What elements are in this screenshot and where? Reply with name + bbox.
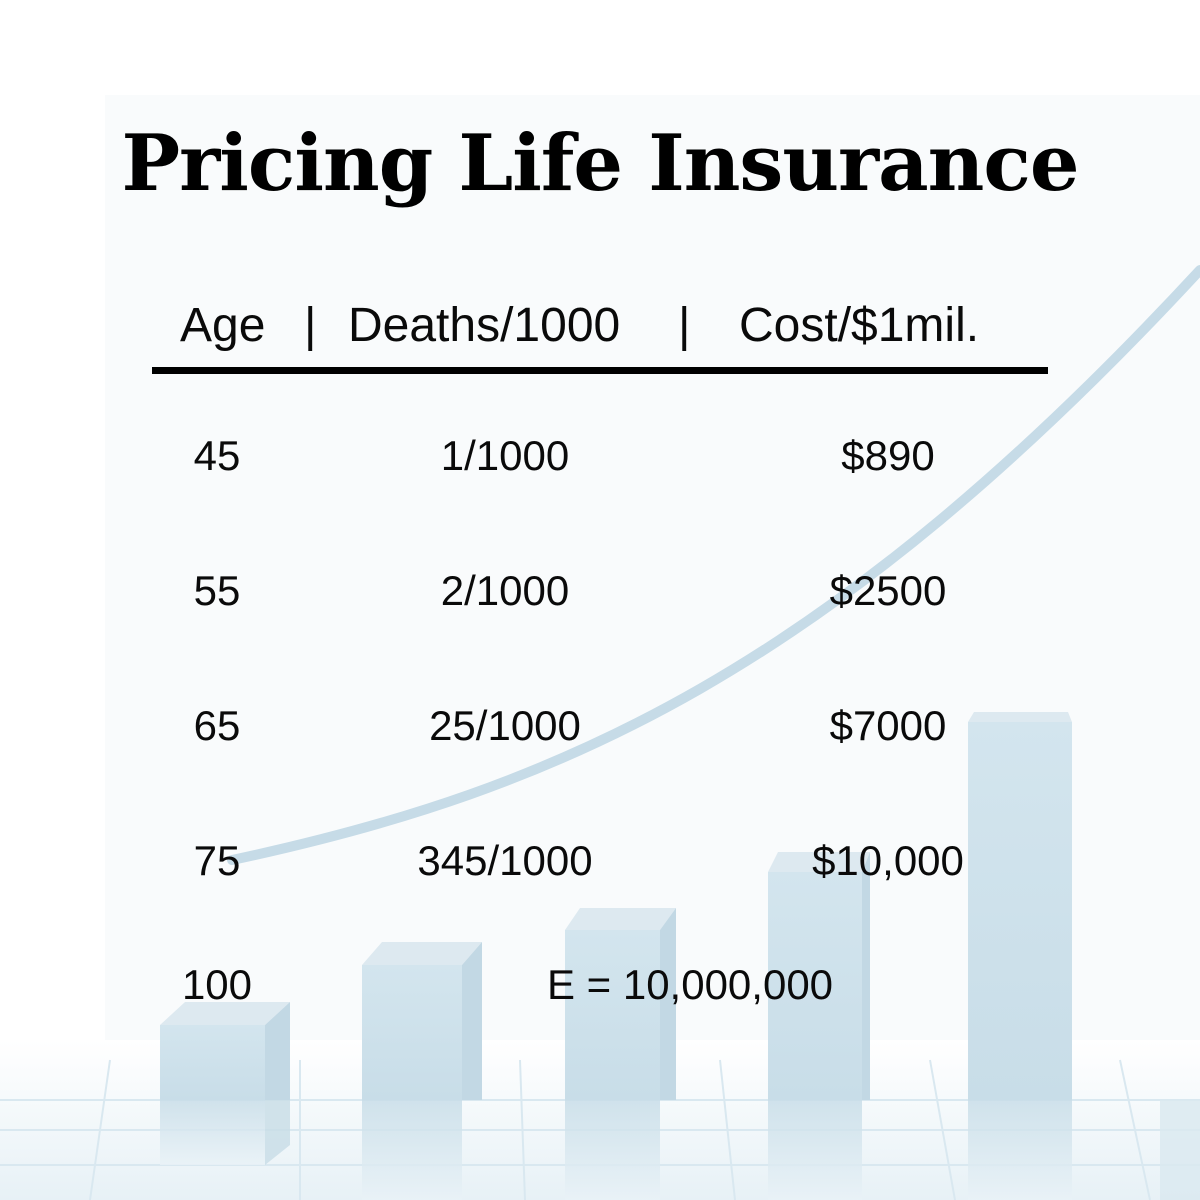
deaths-cell: 2/1000 (440, 567, 570, 614)
bar-1 (160, 1002, 290, 1165)
extrapolated-cost-cell: E = 10,000,000 (546, 961, 834, 1008)
bar-5 (968, 712, 1072, 1200)
age-cell: 65 (193, 702, 241, 749)
age-cell: 75 (193, 837, 241, 884)
page-title: Pricing Life Insurance (121, 118, 1080, 209)
age-cell: 100 (181, 961, 253, 1008)
header-separator: | (304, 299, 317, 352)
deaths-cell: 345/1000 (417, 837, 593, 884)
header-cost: Cost/$1mil. (739, 299, 980, 352)
deaths-cell: 25/1000 (429, 702, 581, 749)
header-divider (152, 367, 1048, 374)
cost-cell: $7000 (829, 702, 947, 749)
cost-cell: $10,000 (812, 837, 964, 884)
cost-cell: $890 (841, 432, 935, 479)
header-deaths: Deaths/1000 (348, 299, 621, 352)
deaths-cell: 1/1000 (440, 432, 570, 479)
header-separator: | (678, 299, 691, 352)
header-age: Age (180, 299, 266, 352)
age-cell: 45 (193, 432, 241, 479)
bar-6-partial (1160, 1100, 1200, 1200)
bar-3 (565, 908, 676, 1200)
bar-4 (768, 852, 870, 1200)
cost-cell: $2500 (829, 567, 947, 614)
age-cell: 55 (193, 567, 241, 614)
growth-curve (227, 265, 1200, 865)
bar-2 (362, 942, 482, 1200)
